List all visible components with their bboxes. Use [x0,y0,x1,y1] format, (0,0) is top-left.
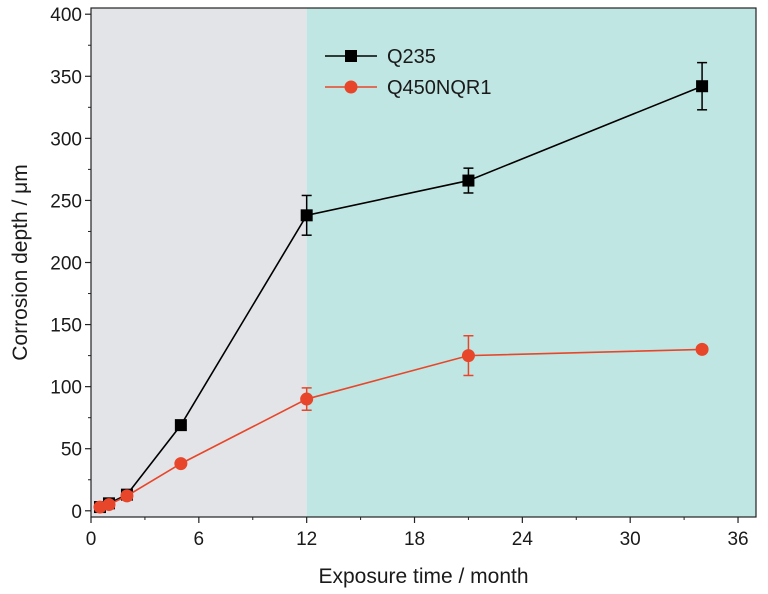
y-tick-label: 400 [50,5,82,26]
x-tick-label: 6 [194,529,205,550]
data-point [120,489,134,503]
y-axis-title: Corrosion depth / μm [9,164,32,361]
legend-label: Q235 [387,46,436,68]
y-tick-label: 200 [50,254,82,275]
legend-marker [344,80,358,94]
y-tick-label: 350 [50,67,82,88]
data-point [300,209,313,222]
data-point [695,342,709,356]
shaded-region-0 [91,8,307,517]
x-tick-label: 18 [404,529,425,550]
y-tick-label: 300 [50,129,82,150]
data-point [461,349,475,363]
y-tick-label: 0 [71,502,82,523]
x-tick-label: 12 [296,529,317,550]
axes: 0 6 12 18 24 30 36 0 50 100 150 200 250 300 350 400 [50,5,757,550]
series-layer [93,61,709,514]
shaded-region-1 [306,8,756,517]
y-tick-label: 100 [50,378,82,399]
data-point [102,498,116,512]
x-tick-label: 30 [620,529,641,550]
series-Q450NQR1 [93,334,709,514]
legend-label: Q450NQR1 [387,77,492,99]
y-tick-label: 50 [61,440,82,461]
data-point [696,80,709,93]
legend-marker [345,50,357,62]
legend: Q235 Q450NQR1 [325,46,492,99]
x-tick-label: 0 [86,529,97,550]
data-point [174,457,188,471]
y-tick-label: 250 [50,191,82,212]
x-tick-label: 24 [512,529,534,550]
y-tick-label: 150 [50,316,82,337]
x-tick-label: 36 [727,529,748,550]
data-point [174,419,187,432]
x-axis-title: Exposure time / month [318,565,528,588]
data-point [462,174,475,187]
data-point [300,392,314,406]
shaded-regions [91,8,756,517]
